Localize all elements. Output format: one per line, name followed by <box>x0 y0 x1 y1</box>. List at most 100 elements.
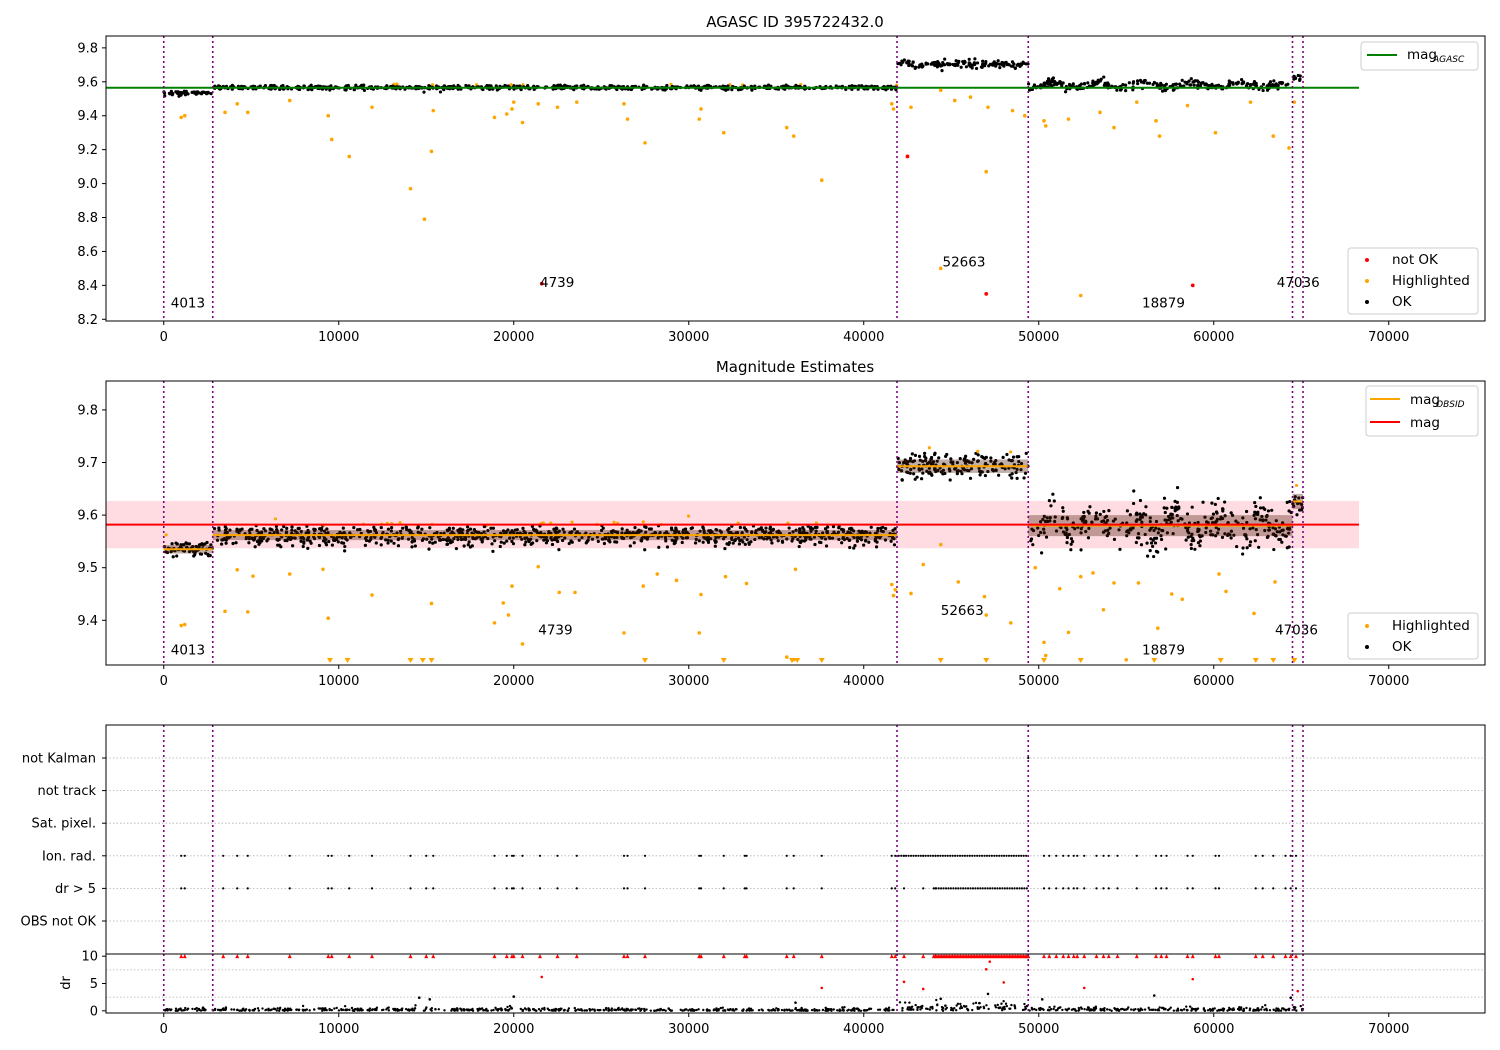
dr-point <box>521 1009 525 1013</box>
highlighted-point <box>622 102 626 106</box>
ok-point <box>850 527 854 531</box>
dr-flag-point <box>1072 887 1075 890</box>
ok-point <box>608 540 612 544</box>
dr-point <box>430 1009 433 1012</box>
dr-point <box>977 1002 981 1005</box>
ok-point <box>1131 80 1136 84</box>
ok-point <box>1102 509 1106 514</box>
dr-flag-point <box>1191 887 1194 890</box>
ok-point <box>1180 78 1184 82</box>
ok-point <box>665 83 669 88</box>
dr-point <box>1088 1009 1091 1012</box>
dr-point <box>697 1008 700 1011</box>
dr-point <box>614 1008 617 1012</box>
ok-point <box>1051 492 1055 496</box>
ok-point <box>450 540 454 544</box>
dr-point <box>220 1008 223 1012</box>
dr-point <box>602 1009 606 1012</box>
dr-point <box>1008 1007 1011 1010</box>
ion-rad-flag-point <box>924 854 927 857</box>
dr-flag-point <box>1025 887 1028 890</box>
dr-flag-point <box>820 887 823 890</box>
dr-point <box>1289 996 1293 1000</box>
dr-point <box>319 1007 322 1010</box>
dr-point <box>919 1005 923 1009</box>
ok-point <box>911 60 915 64</box>
dr-point <box>375 1008 378 1011</box>
ok-point <box>1049 504 1053 508</box>
ok-point <box>199 92 204 96</box>
ok-point <box>187 542 192 546</box>
ok-point <box>322 529 327 533</box>
ion-rad-flag-point <box>941 854 944 857</box>
dr-point <box>832 1008 835 1011</box>
ok-point <box>1029 539 1033 543</box>
ok-point <box>701 540 705 544</box>
highlighted-point <box>536 564 541 569</box>
ok-point <box>272 530 276 535</box>
dr-point <box>901 1009 904 1012</box>
ok-point <box>1086 81 1090 85</box>
ok-point <box>615 540 619 544</box>
ok-point <box>531 541 535 545</box>
mag-legend-label: mag <box>1410 415 1440 431</box>
highlighted-point <box>1066 117 1071 121</box>
highlighted-point <box>956 580 961 584</box>
ion-rad-flag-point <box>1160 854 1163 857</box>
highlighted-point <box>520 120 525 125</box>
dr-point <box>330 1008 334 1012</box>
ion-rad-flag-point <box>919 854 922 857</box>
ok-point <box>462 544 466 548</box>
ok-point <box>874 545 879 549</box>
ok-point <box>1069 537 1074 541</box>
ion-rad-flag-point <box>909 854 913 857</box>
ok-point <box>998 66 1002 70</box>
ok-point <box>179 91 183 95</box>
ok-point <box>461 528 465 532</box>
ok-point <box>1055 82 1059 86</box>
dr-point <box>1299 1004 1302 1008</box>
ok-point <box>231 541 235 546</box>
dr-point <box>972 1002 975 1005</box>
ok-point <box>1052 79 1057 84</box>
ok-point <box>1241 546 1245 550</box>
highlighted-point <box>1287 146 1291 150</box>
ok-point <box>507 536 512 540</box>
ok-point <box>869 525 873 529</box>
dr-point <box>1182 1008 1186 1011</box>
ok-point <box>1162 496 1167 500</box>
dr-flag-point <box>1083 887 1086 890</box>
ok-point <box>1254 83 1258 87</box>
ok-point <box>416 525 420 529</box>
dr-point <box>806 1009 809 1012</box>
dr-point <box>537 1007 541 1011</box>
ok-point <box>1267 82 1271 86</box>
highlighted-point <box>506 613 511 617</box>
highlighted-point <box>1091 571 1095 575</box>
ok-point <box>322 536 326 540</box>
ion-rad-flag-point <box>1042 854 1046 857</box>
ok-point <box>907 59 911 63</box>
ok-point <box>217 528 221 532</box>
dr-point <box>1238 1008 1241 1012</box>
dr-point <box>573 1006 576 1010</box>
ok-point <box>989 456 993 460</box>
dr-flag-point <box>327 887 330 890</box>
dr-point <box>794 1006 797 1010</box>
ok-point <box>199 552 204 556</box>
ok-point <box>910 452 914 456</box>
ok-point <box>290 528 294 532</box>
x-tick-label: 30000 <box>668 1022 709 1037</box>
ion-rad-flag-point <box>951 854 954 857</box>
dr-point <box>667 1007 670 1010</box>
ok-point <box>1086 536 1091 540</box>
dr-point <box>1056 1008 1059 1012</box>
ok-point <box>1163 510 1167 515</box>
ok-point <box>1115 88 1119 92</box>
highlighted-point <box>574 100 579 104</box>
highlighted-point <box>1248 100 1253 104</box>
dr-point <box>683 1009 686 1012</box>
dr-point <box>643 1009 646 1012</box>
ok-point <box>784 83 788 87</box>
dr-point <box>610 1009 613 1012</box>
